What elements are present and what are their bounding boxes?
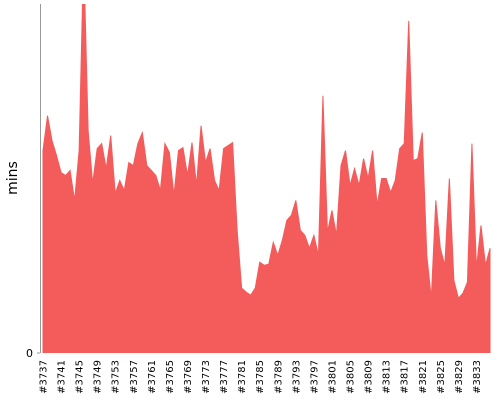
y-tick-label: 0 <box>26 347 33 360</box>
x-tick-label: #3825 <box>436 360 447 394</box>
x-tick-label: #3757 <box>129 360 140 394</box>
x-tick-label: #3805 <box>346 360 357 394</box>
x-tick-label: #3785 <box>255 360 266 394</box>
x-tick-label: #3753 <box>111 360 122 394</box>
area <box>42 4 491 353</box>
x-tick-label: #3769 <box>183 360 194 394</box>
x-tick-label: #3765 <box>165 360 176 394</box>
x-tick-label: #3833 <box>472 360 483 394</box>
x-tick-label: #3773 <box>201 360 212 394</box>
x-tick-label: #3809 <box>364 360 375 394</box>
x-tick-label: #3761 <box>147 360 158 394</box>
x-tick-label: #3781 <box>237 360 248 394</box>
x-tick-label: #3741 <box>57 360 68 394</box>
x-tick-label: #3745 <box>75 360 86 394</box>
x-tick-label: #3749 <box>93 360 104 394</box>
x-tick-label: #3813 <box>382 360 393 394</box>
x-tick-label: #3821 <box>418 360 429 394</box>
x-tick-label: #3793 <box>291 360 302 394</box>
x-tick-label: #3829 <box>454 360 465 394</box>
x-tick-label: #3777 <box>219 360 230 394</box>
y-axis-label: mins <box>5 161 21 195</box>
x-tick-label: #3737 <box>39 360 50 394</box>
x-tick-label: #3817 <box>400 360 411 394</box>
x-tick-label: #3797 <box>309 360 320 394</box>
x-tick-label: #3789 <box>273 360 284 394</box>
x-tick-label: #3801 <box>327 360 338 394</box>
